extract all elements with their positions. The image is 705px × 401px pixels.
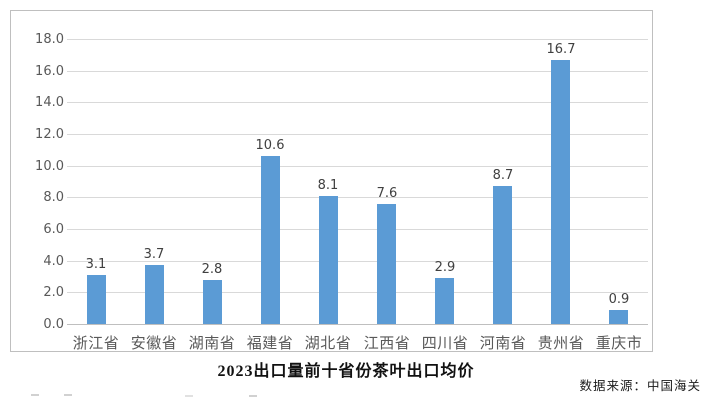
gridline [67,102,648,104]
bar-data-label: 8.1 [317,178,339,193]
bar-data-label: 7.6 [376,186,398,201]
bar-浙江省[interactable] [87,275,106,324]
x-axis-tick-label: 四川省 [421,334,469,352]
bar-data-label: 2.9 [434,260,456,275]
bar-data-label: 16.7 [546,42,576,57]
data-source-note: 数据来源：中国海关 [579,379,701,393]
bar-湖南省[interactable] [203,280,222,324]
bar-data-label: 2.8 [201,262,223,277]
bar-data-label: 0.9 [608,292,630,307]
y-axis-tick-label: 10.0 [35,158,64,174]
bar-贵州省[interactable] [551,60,570,324]
gridline [67,134,648,135]
bar-data-label: 10.6 [255,138,285,153]
x-axis-line [67,324,648,325]
bar-河南省[interactable] [493,186,512,324]
cutoff-text-artifact [185,395,193,397]
bar-data-label: 3.1 [85,257,107,272]
bar-福建省[interactable] [261,156,280,324]
x-axis-tick-label: 湖南省 [188,334,236,352]
bar-data-label: 8.7 [492,168,514,183]
y-axis-tick-label: 8.0 [43,190,64,206]
x-axis-tick-label: 重庆市 [595,334,643,352]
x-axis-tick-label: 浙江省 [72,334,120,352]
chart-title: 2023出口量前十省份茶叶出口均价 [217,363,475,380]
y-axis-tick-label: 2.0 [43,285,64,301]
y-axis-tick-label: 6.0 [43,222,64,237]
cutoff-text-artifact [249,395,257,397]
gridline [67,165,648,167]
chart-frame[interactable]: 3.1 3.7 2.8 10.6 8.1 7.6 2.9 8.7 16.7 0.9 0.0 2.0 4… [10,10,653,352]
gridline [67,70,648,72]
y-axis-tick-label: 18.0 [35,32,64,47]
cutoff-text-artifact [64,394,72,396]
x-axis-tick-label: 江西省 [363,334,411,352]
x-axis-tick-label: 河南省 [479,334,527,352]
gridline [67,292,648,294]
y-axis-tick-label: 16.0 [35,63,64,79]
cutoff-text-artifact [31,394,39,396]
bar-湖北省[interactable] [319,196,338,324]
plot-area: 3.1 3.7 2.8 10.6 8.1 7.6 2.9 8.7 16.7 0.9 [67,39,648,325]
bar-data-label: 3.7 [143,247,165,262]
y-axis-tick-label: 4.0 [43,253,64,269]
gridline [67,197,648,199]
x-axis-tick-label: 安徽省 [130,334,178,352]
gridline [67,39,648,40]
bar-重庆市[interactable] [609,310,628,324]
gridline [67,260,648,262]
x-axis-tick-label: 福建省 [246,334,294,352]
x-axis-tick-label: 贵州省 [537,334,585,352]
bar-四川省[interactable] [435,278,454,324]
x-axis-tick-label: 湖北省 [304,334,352,352]
bar-江西省[interactable] [377,204,396,324]
y-axis-tick-label: 0.0 [43,317,64,332]
bar-安徽省[interactable] [145,265,164,324]
y-axis-tick-label: 12.0 [35,127,64,142]
gridline [67,229,648,230]
y-axis-tick-label: 14.0 [35,95,64,111]
